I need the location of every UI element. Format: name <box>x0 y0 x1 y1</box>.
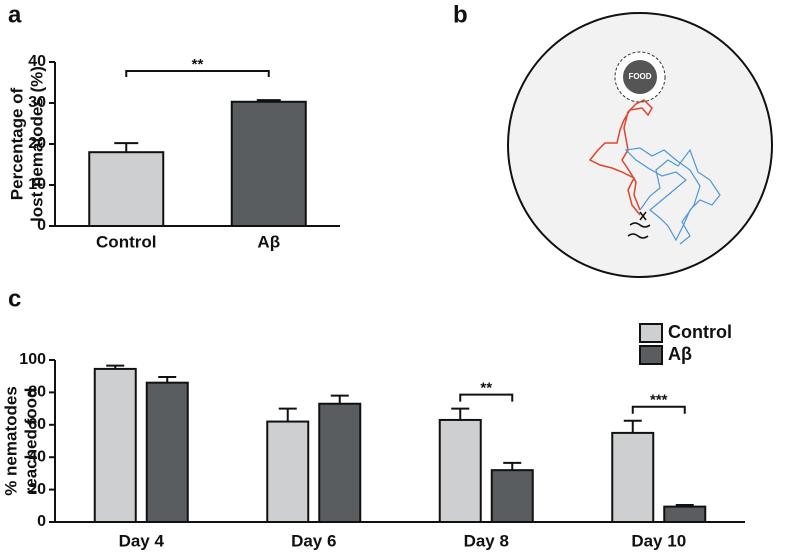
y-axis-label: reached food <box>21 388 40 495</box>
x-tick-label: Day 6 <box>291 531 336 550</box>
bar <box>266 420 310 523</box>
x-tick-label: Aβ <box>257 232 280 251</box>
axis <box>54 360 745 523</box>
plate <box>507 12 773 278</box>
y-tick-label: 20 <box>28 481 46 498</box>
bar <box>145 381 189 523</box>
bar <box>230 100 307 227</box>
x-tick-label: Control <box>96 232 156 251</box>
x-tick-label: Day 4 <box>119 531 165 550</box>
y-tick-label: 100 <box>19 351 46 368</box>
y-tick-label: 0 <box>37 217 46 234</box>
y-tick-label: 10 <box>28 176 46 193</box>
y-tick-label: 60 <box>28 416 46 433</box>
y-tick-label: 40 <box>28 53 46 70</box>
bar <box>438 418 482 523</box>
bar <box>611 431 655 523</box>
trajectory-control <box>624 147 721 245</box>
panel-label: c <box>8 285 21 312</box>
x-tick-label: Day 10 <box>631 531 686 550</box>
food-label: FOOD <box>628 72 651 81</box>
x-tick-label: Day 8 <box>464 531 509 550</box>
legend-label: Aβ <box>668 344 692 364</box>
significance-bracket <box>631 405 686 414</box>
bar <box>88 151 165 227</box>
bar <box>318 402 362 523</box>
y-tick-label: 30 <box>28 94 46 111</box>
significance-label: *** <box>650 392 668 409</box>
y-tick-label: 20 <box>28 135 46 152</box>
y-axis-label: lost nematodes (%) <box>27 66 46 222</box>
legend-swatch <box>639 323 663 343</box>
significance-label: ** <box>480 380 492 397</box>
legend-swatch <box>639 345 663 365</box>
food <box>623 60 657 94</box>
bar <box>663 505 707 523</box>
y-tick-label: 40 <box>28 448 46 465</box>
significance-bracket <box>125 70 270 77</box>
panel-label: b <box>453 1 468 28</box>
y-axis-label: Percentage of <box>7 87 26 200</box>
y-tick-label: 80 <box>28 384 46 401</box>
bar <box>490 469 534 524</box>
bar <box>93 367 137 523</box>
trajectory-aβ <box>588 99 653 216</box>
y-tick-label: 0 <box>37 513 46 530</box>
y-axis-label: % nematodes <box>1 386 20 496</box>
axis <box>54 62 340 227</box>
panel-label: a <box>8 1 22 28</box>
significance-label: ** <box>192 56 204 73</box>
trajectory-plate: FOOD <box>507 12 773 278</box>
legend-label: Control <box>668 322 732 342</box>
worms <box>627 211 651 239</box>
significance-bracket <box>459 393 514 402</box>
